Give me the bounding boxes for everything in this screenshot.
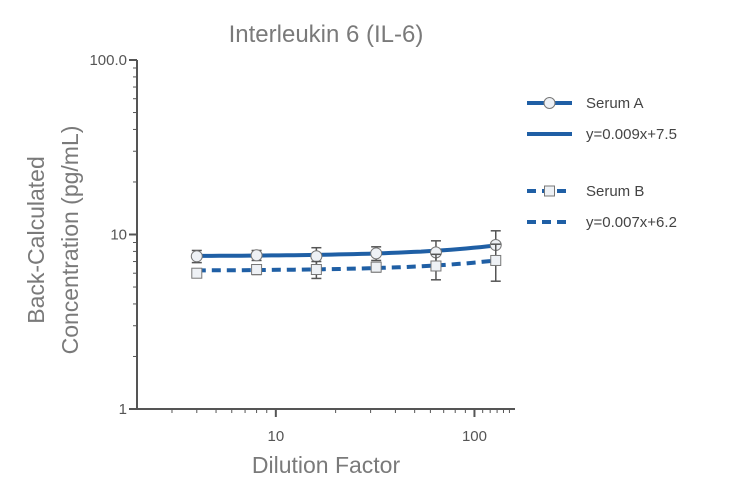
fit-lines [196,243,497,273]
data-series [190,230,502,282]
y-axis-label-line1: Back-Calculated [23,156,49,323]
data-point [251,264,263,276]
series-2 [191,243,502,282]
legend-item-1: Serum A [527,95,644,112]
chart-title: Interleukin 6 (IL-6) [229,21,424,48]
legend-marker [543,97,556,109]
x-axis-label: Dilution Factor [252,452,401,478]
axes: 1 10 100.0 10 100 [89,52,515,445]
x-tick-label: 10 [267,428,284,445]
legend-label: Serum A [586,95,644,112]
data-point [430,260,442,272]
fit-line-1 [196,243,497,258]
y-axis-label: Back-Calculated Concentration (pg/mL) [23,126,83,355]
x-tick-label: 100 [462,428,487,445]
legend-label: Serum B [586,183,644,200]
data-point [250,249,263,262]
y-axis-label-line2: Concentration (pg/mL) [57,126,83,355]
data-point [310,250,323,263]
legend-marker [544,185,555,197]
series-1 [190,230,502,267]
legend-item-3: Serum B [527,183,644,200]
legend-label: y=0.007x+6.2 [586,214,677,231]
y-tick-label: 10 [110,227,127,244]
legend-label: y=0.009x+7.5 [586,126,677,143]
data-point [370,261,382,273]
legend-item-2: y=0.009x+7.5 [527,126,677,143]
legend: Serum A y=0.009x+7.5 Serum B y=0.007x+6.2 [527,95,677,231]
legend-item-4: y=0.007x+6.2 [527,214,677,231]
data-point [370,247,383,260]
y-tick-label: 1 [119,401,127,418]
data-point [490,254,502,266]
data-point [190,250,203,263]
data-point [310,264,322,276]
fit-line-2 [196,258,497,273]
y-tick-label: 100.0 [89,52,127,69]
data-point [191,267,203,279]
